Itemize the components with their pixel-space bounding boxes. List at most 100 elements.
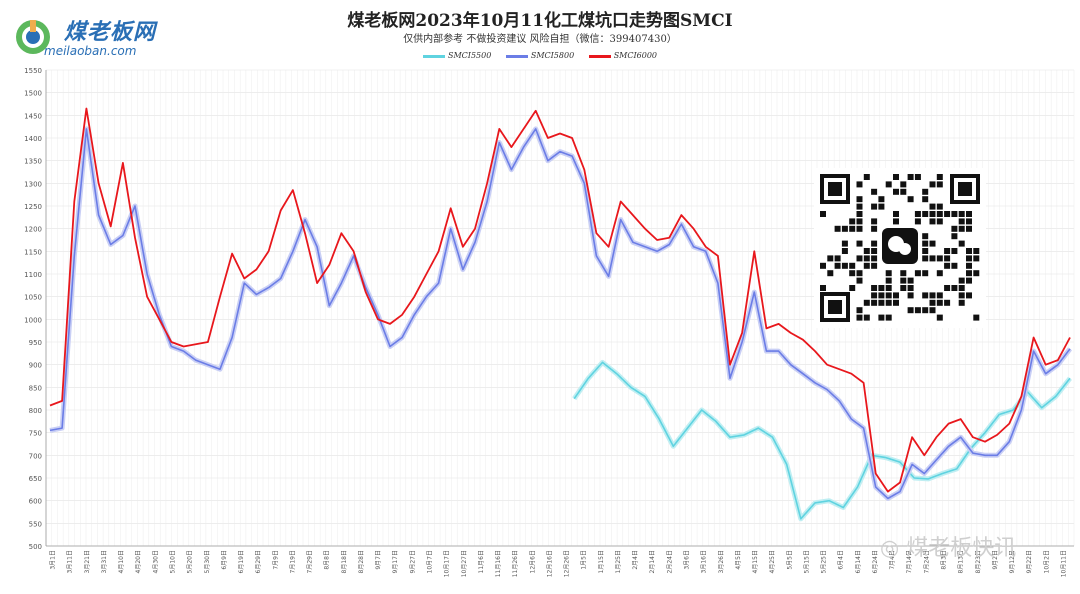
x-tick-label: 12月6日 bbox=[529, 550, 536, 573]
y-tick-label: 500 bbox=[29, 543, 42, 551]
x-tick-label: 4月15日 bbox=[752, 550, 759, 573]
legend-label-smci6000: SMCI6000 bbox=[613, 51, 658, 60]
x-tick-label: 4月10日 bbox=[118, 550, 125, 573]
x-tick-label: 6月29日 bbox=[255, 550, 262, 573]
x-tick-label: 6月4日 bbox=[838, 550, 845, 570]
x-tick-label: 1月25日 bbox=[615, 550, 622, 573]
y-tick-label: 1000 bbox=[24, 316, 42, 324]
x-tick-label: 7月9日 bbox=[272, 550, 279, 570]
series-line-smci5800 bbox=[49, 128, 1071, 500]
y-tick-label: 1250 bbox=[24, 203, 42, 211]
x-tick-label: 5月15日 bbox=[803, 550, 810, 573]
x-tick-label: 12月26日 bbox=[564, 550, 571, 577]
x-tick-label: 6月14日 bbox=[855, 550, 862, 573]
y-tick-label: 1100 bbox=[24, 271, 42, 279]
x-tick-label: 9月22日 bbox=[1026, 550, 1033, 573]
y-tick-label: 1350 bbox=[24, 158, 42, 166]
x-tick-label: 8月23日 bbox=[975, 550, 982, 573]
y-tick-label: 800 bbox=[29, 407, 42, 415]
legend-label-smci5800: SMCI5800 bbox=[530, 51, 575, 60]
watermark: ◎ 煤老板快讯 bbox=[880, 530, 1016, 562]
chart-title: 煤老板网2023年10月11化工煤坑口走势图SMCI bbox=[347, 11, 733, 31]
logo: 煤老板网 meilaoban.com bbox=[14, 14, 204, 60]
x-tick-label: 9月12日 bbox=[1009, 550, 1016, 573]
x-tick-label: 9月2日 bbox=[992, 550, 999, 570]
x-tick-label: 7月29日 bbox=[307, 550, 314, 573]
y-tick-label: 1300 bbox=[24, 180, 42, 188]
x-tick-label: 7月24日 bbox=[923, 550, 930, 573]
x-tick-label: 1月15日 bbox=[598, 550, 605, 573]
legend-item-smci6000: SMCI6000 bbox=[588, 51, 658, 60]
x-tick-label: 2月14日 bbox=[649, 550, 656, 573]
y-tick-label: 550 bbox=[29, 520, 42, 528]
y-tick-label: 1050 bbox=[24, 294, 42, 302]
x-tick-label: 11月26日 bbox=[512, 550, 519, 577]
logo-text: 煤老板网 bbox=[64, 20, 157, 45]
y-tick-label: 1200 bbox=[24, 226, 42, 234]
x-tick-label: 3月21日 bbox=[84, 550, 91, 573]
x-tick-label: 9月17日 bbox=[392, 550, 399, 573]
x-tick-label: 9月7日 bbox=[375, 550, 382, 570]
x-tick-label: 5月20日 bbox=[187, 550, 194, 573]
x-tick-label: 5月10日 bbox=[170, 550, 177, 573]
x-tick-label: 3月26日 bbox=[718, 550, 725, 573]
x-tick-label: 4月25日 bbox=[769, 550, 776, 573]
x-tick-label: 5月30日 bbox=[204, 550, 211, 573]
x-tick-label: 8月3日 bbox=[941, 550, 948, 570]
y-tick-label: 600 bbox=[29, 498, 42, 506]
x-tick-label: 5月5日 bbox=[786, 550, 793, 570]
x-tick-label: 3月16日 bbox=[701, 550, 708, 573]
y-tick-label: 750 bbox=[29, 430, 42, 438]
y-tick-label: 650 bbox=[29, 475, 42, 483]
y-tick-label: 1400 bbox=[24, 135, 42, 143]
x-tick-label: 4月20日 bbox=[135, 550, 142, 573]
x-tick-label: 8月13日 bbox=[958, 550, 965, 573]
x-tick-label: 6月9日 bbox=[221, 550, 228, 570]
y-tick-label: 1150 bbox=[24, 248, 42, 256]
legend-swatch-smci5500 bbox=[422, 54, 445, 58]
x-tick-label: 10月17日 bbox=[444, 550, 451, 577]
x-tick-label: 10月27日 bbox=[461, 550, 468, 577]
x-tick-label: 5月25日 bbox=[821, 550, 828, 573]
y-tick-label: 850 bbox=[29, 384, 42, 392]
x-tick-label: 3月11日 bbox=[67, 550, 74, 573]
x-tick-label: 10月2日 bbox=[1043, 550, 1050, 573]
x-tick-label: 7月14日 bbox=[906, 550, 913, 573]
legend-swatch-smci5800 bbox=[505, 54, 528, 58]
y-tick-label: 900 bbox=[29, 362, 42, 370]
wechat-qr-code-icon bbox=[814, 168, 986, 328]
qr-graphic bbox=[820, 174, 980, 322]
x-tick-label: 7月4日 bbox=[889, 550, 896, 570]
x-tick-label: 3月31日 bbox=[101, 550, 108, 573]
y-tick-label: 700 bbox=[29, 452, 42, 460]
legend-item-smci5800: SMCI5800 bbox=[505, 51, 575, 60]
series-line-smci6000 bbox=[49, 107, 1071, 493]
chart-subtitle: 仅供内部参考 不做投资建议 风险自担（微信：399407430） bbox=[403, 34, 677, 45]
logo-url: meilaoban.com bbox=[44, 44, 137, 58]
x-tick-label: 8月18日 bbox=[341, 550, 348, 573]
x-tick-label: 9月27日 bbox=[409, 550, 416, 573]
series-line-smci5500 bbox=[573, 361, 1071, 520]
x-tick-label: 8月8日 bbox=[324, 550, 331, 570]
legend-label-smci5500: SMCI5500 bbox=[447, 51, 492, 60]
x-tick-label: 3月6日 bbox=[684, 550, 691, 570]
x-tick-label: 2月4日 bbox=[632, 550, 639, 570]
x-tick-label: 10月11日 bbox=[1060, 550, 1067, 577]
legend: SMCI5500 SMCI5800 SMCI6000 bbox=[0, 51, 1080, 60]
x-tick-label: 7月19日 bbox=[289, 550, 296, 573]
meilaoban-logo-icon bbox=[16, 20, 50, 54]
x-tick-label: 12月16日 bbox=[546, 550, 553, 577]
y-tick-label: 950 bbox=[29, 339, 42, 347]
x-tick-label: 8月28日 bbox=[358, 550, 365, 573]
wechat-icon: ◎ bbox=[880, 536, 900, 561]
y-tick-label: 1550 bbox=[24, 67, 42, 75]
x-tick-label: 4月30日 bbox=[152, 550, 159, 573]
legend-item-smci5500: SMCI5500 bbox=[422, 51, 492, 60]
x-tick-label: 3月1日 bbox=[50, 550, 57, 570]
x-tick-label: 10月7日 bbox=[427, 550, 434, 573]
x-tick-label: 1月5日 bbox=[581, 550, 588, 570]
legend-swatch-smci6000 bbox=[588, 54, 611, 58]
x-tick-label: 2月24日 bbox=[666, 550, 673, 573]
x-tick-label: 6月24日 bbox=[872, 550, 879, 573]
